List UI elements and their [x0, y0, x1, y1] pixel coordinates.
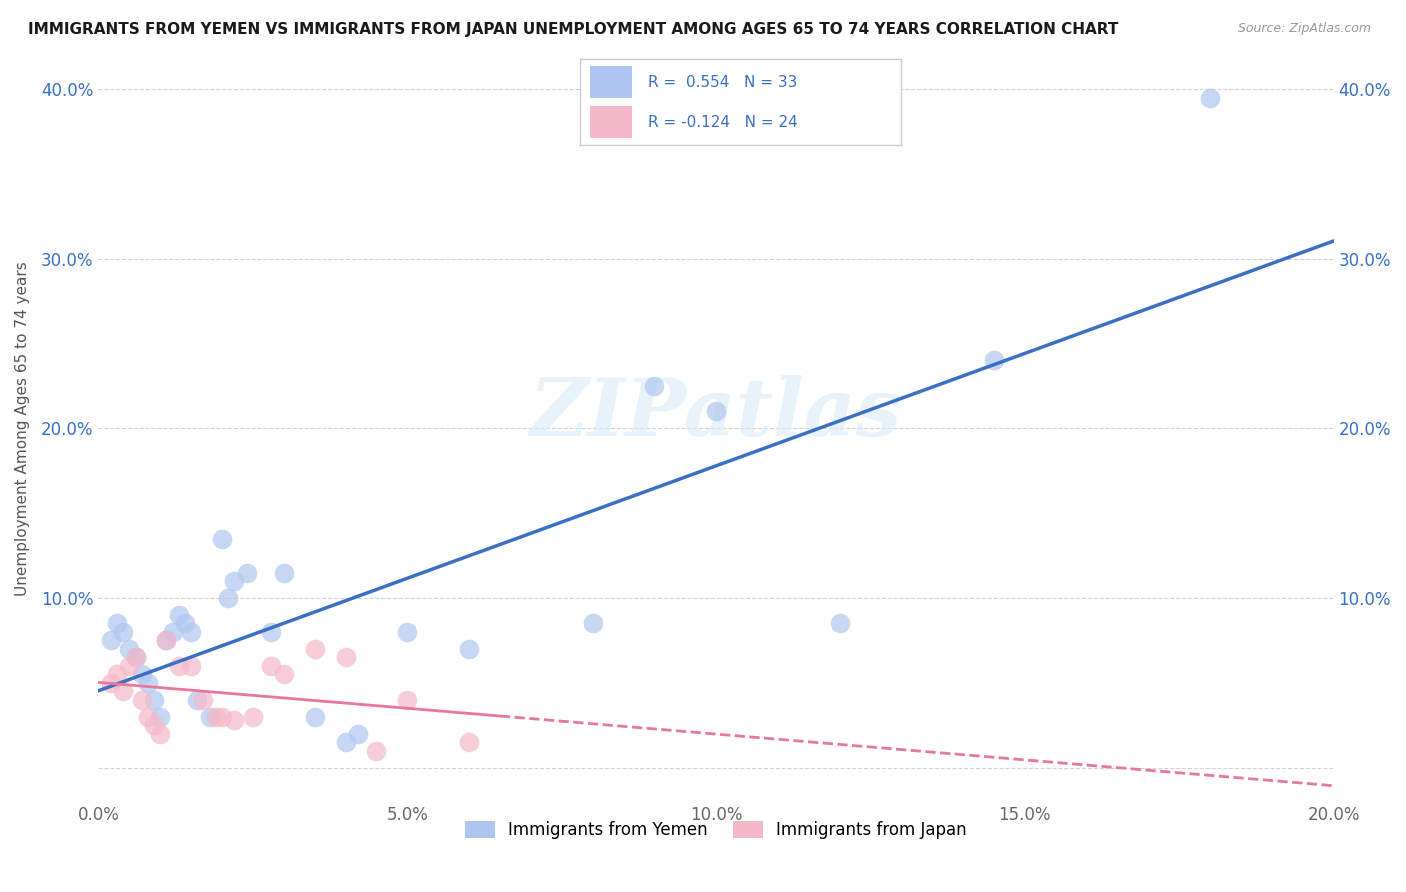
Point — [217, 591, 239, 605]
Point — [260, 624, 283, 639]
Point — [118, 641, 141, 656]
Point — [211, 710, 233, 724]
Point — [704, 404, 727, 418]
Point — [1199, 90, 1222, 104]
Point — [162, 624, 184, 639]
Text: IMMIGRANTS FROM YEMEN VS IMMIGRANTS FROM JAPAN UNEMPLOYMENT AMONG AGES 65 TO 74 : IMMIGRANTS FROM YEMEN VS IMMIGRANTS FROM… — [28, 22, 1119, 37]
Point — [105, 667, 128, 681]
Text: Source: ZipAtlas.com: Source: ZipAtlas.com — [1237, 22, 1371, 36]
Point — [180, 624, 202, 639]
Point — [581, 616, 603, 631]
Point — [193, 693, 215, 707]
Point — [143, 718, 166, 732]
Point — [235, 566, 257, 580]
Point — [174, 616, 197, 631]
Point — [366, 744, 388, 758]
Point — [198, 710, 221, 724]
Point — [211, 532, 233, 546]
Point — [273, 566, 295, 580]
Text: ZIPatlas: ZIPatlas — [530, 375, 903, 452]
Point — [100, 633, 122, 648]
Point — [983, 353, 1005, 368]
Point — [149, 727, 172, 741]
Point — [136, 675, 159, 690]
Point — [643, 379, 665, 393]
Point — [149, 710, 172, 724]
Point — [458, 641, 481, 656]
Point — [143, 693, 166, 707]
Point — [131, 693, 153, 707]
Point — [155, 633, 177, 648]
Point — [186, 693, 208, 707]
Point — [124, 650, 146, 665]
Point — [224, 574, 246, 588]
Point — [136, 710, 159, 724]
Y-axis label: Unemployment Among Ages 65 to 74 years: Unemployment Among Ages 65 to 74 years — [15, 261, 30, 596]
Point — [100, 675, 122, 690]
Point — [304, 710, 326, 724]
Point — [167, 607, 190, 622]
Point — [335, 650, 357, 665]
Point — [396, 624, 419, 639]
Point — [260, 658, 283, 673]
Point — [224, 713, 246, 727]
Point — [458, 735, 481, 749]
Point — [396, 693, 419, 707]
Point — [118, 658, 141, 673]
Point — [242, 710, 264, 724]
Point — [204, 710, 226, 724]
Point — [167, 658, 190, 673]
Point — [304, 641, 326, 656]
Point — [112, 684, 135, 698]
Point — [828, 616, 851, 631]
Point — [347, 727, 370, 741]
Point — [335, 735, 357, 749]
Point — [112, 624, 135, 639]
Point — [273, 667, 295, 681]
Point — [124, 650, 146, 665]
Point — [131, 667, 153, 681]
Legend: Immigrants from Yemen, Immigrants from Japan: Immigrants from Yemen, Immigrants from J… — [458, 814, 974, 846]
Point — [105, 616, 128, 631]
Point — [155, 633, 177, 648]
Point — [180, 658, 202, 673]
